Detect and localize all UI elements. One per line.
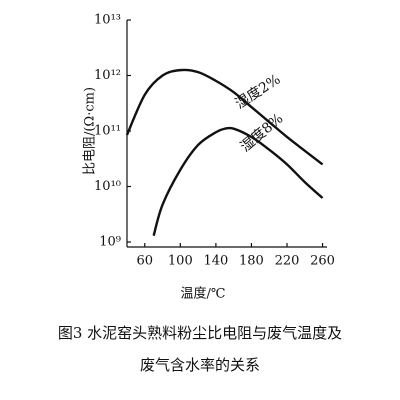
x-tick-label: 60 [137,254,154,269]
x-tick-label: 220 [275,254,300,269]
caption: 废气含水率的关系 [140,356,260,374]
y-tick-label: 10¹³ [94,13,121,28]
x-tick-label: 180 [239,254,264,269]
y-tick-label: 10¹² [94,68,121,83]
x-axis-label: 温度/℃ [181,286,226,302]
y-tick-label: 10⁹ [99,235,121,250]
series-line [152,126,324,237]
series-line [125,68,324,166]
x-tick-label: 260 [310,254,335,269]
x-tick-label: 100 [168,254,193,269]
y-tick-label: 10¹¹ [94,124,121,139]
y-axis-label: 比电阻/(Ω·cm) [83,87,98,175]
y-tick-label: 10¹⁰ [94,179,121,194]
series-label: 湿度2% [233,72,284,113]
x-tick-label: 140 [203,254,228,269]
caption: 图3 水泥窑头熟料粉尘比电阻与废气温度及 [58,324,342,342]
